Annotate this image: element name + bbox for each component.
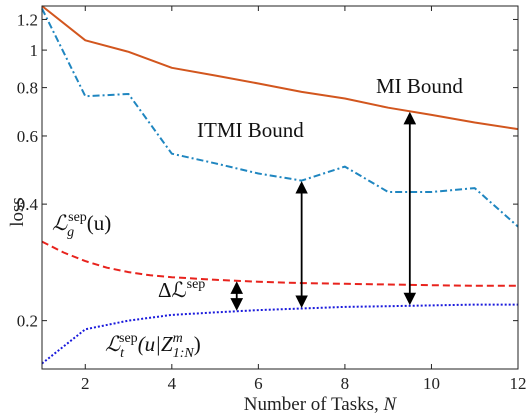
series-line-g — [41, 240, 518, 287]
series-line-mi — [41, 5, 519, 131]
t-sep-sub: t — [120, 346, 125, 361]
series-point-mi — [128, 51, 130, 53]
x-axis-title-var: N — [383, 394, 398, 415]
g-sep-sub: g — [67, 225, 74, 240]
series-point-g — [344, 283, 346, 285]
series-point-g — [387, 284, 389, 286]
series-point-mi — [171, 67, 173, 69]
series-point-mi — [258, 83, 260, 85]
series-point-itmi — [474, 187, 476, 189]
y-tick-label: 1 — [30, 41, 39, 60]
t-sep-arg-open: (u|Z — [138, 332, 173, 356]
y-axis-title: loss — [7, 197, 28, 227]
x-tick-label: 8 — [341, 374, 350, 393]
g-sep-base: ℒ — [52, 211, 68, 235]
y-tick-label: 0.2 — [17, 312, 38, 331]
t-sep-sup: sep — [119, 331, 138, 346]
series-point-g — [63, 252, 65, 254]
series-point-itmi — [171, 153, 173, 155]
x-tick-label: 2 — [81, 374, 90, 393]
series-point-itmi — [344, 166, 346, 168]
series-layer — [41, 5, 519, 365]
g-sep-arg: (u) — [87, 211, 112, 235]
x-axis-title: Number of Tasks, N — [244, 394, 398, 415]
t-sep-label: ℒtsep(u|Zm 1:N) — [105, 331, 201, 361]
series-point-g — [258, 281, 260, 283]
y-tick-label: 0.4 — [17, 195, 39, 214]
series-point-mi — [85, 40, 87, 42]
series-point-g — [128, 271, 130, 273]
series-point-g — [85, 260, 87, 262]
series-point-mi — [387, 107, 389, 109]
series-point-itmi — [431, 191, 433, 193]
series-point-itmi — [258, 173, 260, 175]
series-point-mi — [214, 75, 216, 77]
delta-sep-label: Δℒsep — [158, 277, 205, 302]
series-point-mi — [431, 114, 433, 116]
y-tick-label: 1.2 — [17, 10, 38, 29]
y-tick-label: 0.8 — [17, 79, 38, 98]
t-sep-arg-sup: m — [173, 331, 183, 346]
series-point-t — [171, 314, 173, 316]
series-point-t — [214, 312, 216, 314]
series-point-g — [474, 285, 476, 287]
series-point-mi — [474, 122, 476, 124]
series-point-itmi — [85, 95, 87, 97]
series-point-g — [431, 284, 433, 286]
x-axis-title-text: Number of Tasks, — [244, 394, 384, 415]
series-point-t — [128, 320, 130, 322]
series-point-g — [214, 279, 216, 281]
y-tick-label: 0.6 — [17, 127, 38, 146]
x-tick-label: 4 — [168, 374, 177, 393]
g-sep-sup: sep — [68, 210, 87, 225]
delta-sep-base: Δℒ — [158, 278, 187, 302]
series-point-t — [344, 306, 346, 308]
t-sep-base: ℒ — [105, 332, 121, 356]
x-tick-label: 6 — [254, 374, 263, 393]
arrow-layer — [230, 111, 417, 311]
tick-layer: 2 4 6 8 10 12 0.2 0.4 0.6 0.8 1 1.2 — [17, 6, 527, 393]
series-point-t — [431, 305, 433, 307]
g-sep-label: ℒgsep(u) — [52, 210, 111, 240]
series-point-g — [106, 267, 108, 269]
series-point-t — [301, 308, 303, 310]
x-tick-label: 12 — [510, 374, 527, 393]
plot-frame — [41, 5, 519, 370]
series-point-itmi — [301, 180, 303, 182]
x-tick-label: 10 — [423, 374, 440, 393]
series-point-itmi — [387, 191, 389, 193]
t-sep-arg-close: ) — [194, 332, 201, 356]
series-point-t — [387, 305, 389, 307]
series-point-itmi — [214, 163, 216, 165]
series-point-t — [258, 309, 260, 311]
itmi-bound-label: ITMI Bound — [197, 118, 304, 142]
series-point-itmi — [128, 93, 130, 95]
mi-bound-label: MI Bound — [376, 74, 463, 98]
series-line-itmi — [41, 8, 519, 228]
t-sep-arg-sub: 1:N — [173, 346, 195, 361]
series-point-mi — [301, 91, 303, 93]
series-point-mi — [344, 98, 346, 100]
series-point-t — [85, 329, 87, 331]
delta-sep-sup: sep — [187, 277, 206, 292]
series-point-t — [474, 304, 476, 306]
series-point-g — [149, 275, 151, 277]
